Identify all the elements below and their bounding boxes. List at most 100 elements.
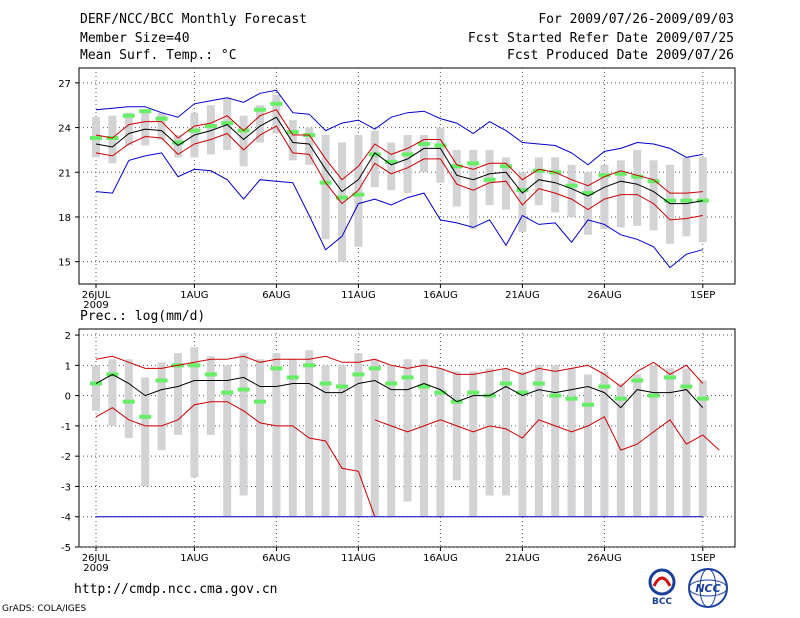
temp-range-bar [469, 149, 478, 229]
temp-range-bar [338, 142, 346, 262]
prec-range-bar [190, 347, 199, 478]
temp-observed-mark [598, 173, 611, 178]
ncc-logo: NCC [688, 568, 728, 608]
temp-mean-spread-line [95, 125, 703, 221]
prec-observed-mark [122, 399, 135, 404]
temp-range-bar [239, 115, 248, 167]
temp-range-bar [633, 149, 642, 226]
temp-range-bar [305, 127, 314, 165]
temp-panel: 15 18 21 24 27 26JUL 1AUG 6AUG 11AUG 16AUG 21AUG 26… [58, 67, 736, 311]
temp-observed-mark [352, 192, 365, 197]
temp-observed-mark [631, 174, 644, 179]
temp-observed-mark [336, 195, 348, 200]
prec-observed-mark [237, 387, 250, 392]
temp-range-bar [354, 135, 363, 247]
prec-observed-mark [647, 393, 660, 398]
prec-range-bar [649, 365, 658, 517]
temp-xtick-label: 11AUG [341, 290, 376, 301]
prec-range-bar [436, 368, 445, 517]
prec-range-bar [223, 365, 232, 517]
prec-xtick-label: 16AUG [423, 553, 458, 564]
start-date-label: Fcst Started Refer Date 2009/07/25 [467, 31, 734, 46]
temp-range-bar [256, 105, 264, 143]
temp-range-bar [141, 109, 150, 146]
temp-observed-mark [467, 161, 480, 166]
prec-ytick-label: -5 [61, 543, 71, 554]
temp-xtick-label: 21AUG [505, 290, 540, 301]
prec-range-bar [239, 353, 248, 496]
temp-range-bar [370, 130, 379, 188]
prec-ytick-label: -1 [61, 422, 71, 433]
prec-observed-mark [500, 381, 512, 386]
prec-observed-mark [549, 393, 562, 398]
temp-ensemble-min-line [95, 152, 703, 269]
prec-observed-mark [680, 384, 693, 389]
temp-observed-mark [204, 124, 217, 129]
temp-xtick-label: 16AUG [423, 290, 458, 301]
prec-range-bar [584, 374, 592, 517]
prec-range-bar [370, 359, 379, 517]
temp-observed-mark [647, 179, 660, 184]
prec-observed-mark [532, 381, 545, 386]
prec-observed-mark [614, 396, 627, 401]
prec-observed-mark [254, 399, 266, 404]
prec-range-bar [682, 368, 691, 517]
prec-observed-mark [401, 375, 414, 380]
prec-range-bar [288, 359, 297, 517]
temp-range-bar [682, 157, 691, 237]
temp-range-bar [174, 135, 182, 158]
temp-observed-mark [680, 198, 693, 203]
temp-ensemble-mean-line [95, 116, 703, 205]
prec-range-bar [698, 380, 707, 517]
temp-range-bar [387, 142, 396, 191]
prec-xtick-label: 26AUG [587, 553, 622, 564]
temp-observed-mark [172, 140, 184, 145]
prec-observed-mark [319, 381, 332, 386]
prec-range-bar [141, 377, 150, 487]
temp-range-bar [452, 149, 461, 207]
temp-observed-mark [582, 191, 594, 196]
temp-observed-mark [483, 177, 496, 182]
prec-range-bar [403, 359, 412, 502]
prec-observed-mark [270, 366, 283, 371]
prec-xtick-label: 1AUG [180, 553, 208, 564]
footer-url[interactable]: http://cmdp.ncc.cma.gov.cn [74, 582, 278, 597]
temp-range-bar [321, 135, 330, 240]
produced-date-label: Fcst Produced Date 2009/07/26 [507, 48, 734, 63]
prec-range-bar [518, 371, 527, 517]
prec-ytick-label: -3 [61, 482, 71, 493]
temp-range-bar [666, 164, 674, 244]
prec-panel: -5 -4 -3 -2 -1 0 1 2 26JUL 1AUG 6AUG 11AUG 16AUG 21AU… [61, 328, 736, 574]
temp-observed-mark [270, 101, 283, 106]
temp-observed-mark [286, 130, 299, 135]
temp-observed-mark [532, 168, 545, 173]
prec-ensemble-mean-line [95, 373, 704, 409]
temp-observed-mark [500, 164, 512, 169]
prec-ytick-label: -2 [61, 452, 71, 463]
temp-ytick-label: 18 [58, 213, 71, 224]
temp-observed-mark [401, 152, 414, 157]
temp-xtick-label: 1SEP [690, 290, 715, 301]
temp-range-bar [485, 149, 494, 206]
svg-text:BCC: BCC [652, 597, 672, 606]
temp-range-bar [436, 127, 445, 183]
prec-observed-mark [565, 396, 578, 401]
temp-observed-mark [221, 121, 234, 126]
prec-observed-mark [368, 366, 381, 371]
prec-observed-mark [664, 375, 676, 380]
temp-range-bar [584, 172, 592, 235]
temp-observed-mark [122, 113, 135, 118]
prec-mean-spread-late--line [374, 416, 720, 451]
temp-range-bar [567, 164, 576, 217]
prec-mean-spread-line [95, 355, 704, 388]
prec-observed-mark [155, 378, 168, 383]
temp-range-bar [502, 157, 510, 210]
prec-observed-mark [139, 414, 152, 419]
grads-credit: GrADS: COLA/IGES [2, 604, 87, 614]
prec-range-bar [256, 359, 264, 517]
prec-observed-mark [467, 390, 480, 395]
prec-range-bar [534, 365, 543, 517]
prec-range-bar [92, 365, 100, 411]
prec-range-bar [633, 374, 642, 517]
prec-observed-mark [303, 363, 316, 368]
